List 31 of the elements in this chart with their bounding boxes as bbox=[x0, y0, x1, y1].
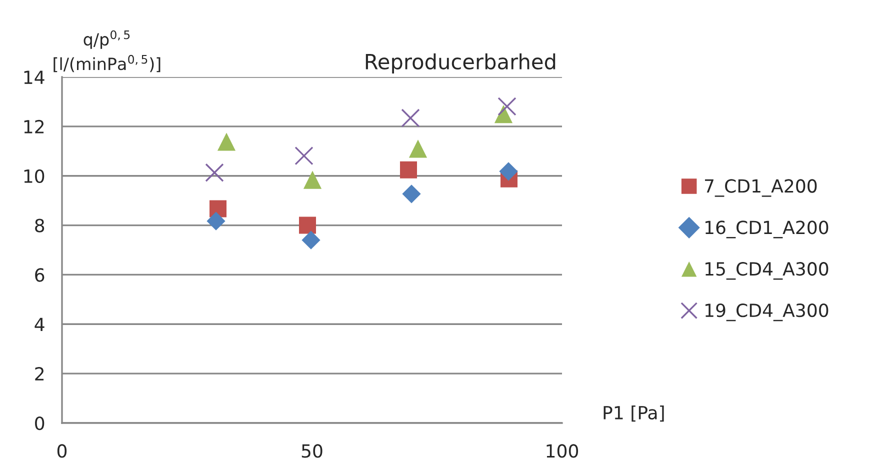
legend-label: 19_CD4_A300 bbox=[706, 304, 828, 322]
y-tick-label: 10 bbox=[24, 169, 44, 183]
point bbox=[302, 230, 320, 250]
y-tick-label: 6 bbox=[35, 268, 44, 282]
text: q/p$^{0,5}$ [l/(minPa$^{0,5}$)] bbox=[54, 30, 160, 72]
y-tick-label: 8 bbox=[35, 218, 44, 232]
y-tick-label: 14 bbox=[24, 70, 44, 84]
point bbox=[498, 97, 516, 116]
point bbox=[402, 184, 421, 204]
x-tick-label: 0 bbox=[57, 444, 67, 458]
point bbox=[303, 170, 322, 189]
y-tick-label: 12 bbox=[24, 120, 44, 134]
x-tick-label: 50 bbox=[302, 444, 322, 458]
legend-label: 7_CD1_A200 bbox=[705, 179, 817, 197]
point bbox=[499, 162, 518, 181]
y-tick-label: 4 bbox=[34, 318, 44, 332]
point bbox=[217, 132, 236, 151]
legend-label: 15_CD4_A300 bbox=[706, 262, 828, 280]
point bbox=[408, 140, 428, 158]
x-tick-label: 100 bbox=[546, 444, 578, 458]
y-tick-label: 2 bbox=[35, 367, 44, 380]
legend-label: 16_CD1_A200 bbox=[706, 220, 828, 238]
point bbox=[400, 161, 418, 178]
y-tick-label: 0 bbox=[35, 416, 44, 430]
point bbox=[294, 146, 314, 166]
point bbox=[298, 216, 316, 234]
chart-title: Reproducerbarhed bbox=[366, 53, 556, 74]
point bbox=[206, 212, 226, 230]
x-axis-title: P1 [Pa] bbox=[604, 406, 664, 422]
point bbox=[401, 108, 420, 128]
point bbox=[205, 163, 224, 182]
